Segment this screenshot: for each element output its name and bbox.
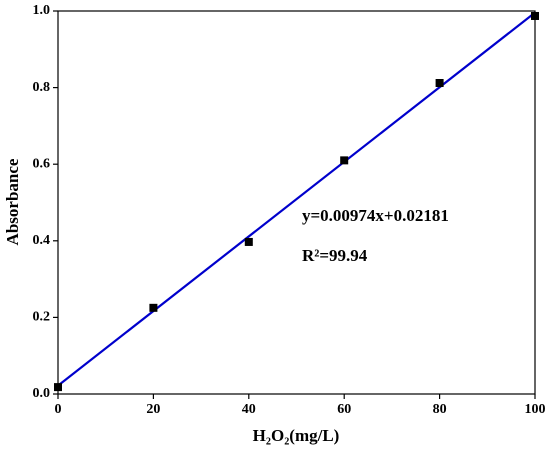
data-point — [340, 156, 349, 165]
x-tick-label: 80 — [433, 402, 447, 417]
y-tick-label: 0.0 — [33, 386, 51, 401]
y-tick-label: 0.2 — [33, 310, 51, 325]
data-point — [435, 79, 444, 88]
plot-frame — [57, 10, 536, 395]
x-tick-label: 20 — [146, 402, 160, 417]
x-tick-label: 40 — [242, 402, 256, 417]
x-tick-label: 60 — [337, 402, 351, 417]
x-axis-label: H₂O₂(mg/L) — [253, 426, 340, 445]
x-tick-label: 100 — [525, 402, 546, 417]
data-point — [531, 11, 539, 20]
r-squared: R²=99.94 — [302, 246, 368, 265]
data-point — [149, 303, 158, 312]
y-tick-label: 0.6 — [33, 156, 51, 171]
equation: y=0.00974x+0.02181 — [302, 206, 449, 225]
data-point — [54, 383, 62, 392]
fit-line — [57, 11, 536, 387]
data-point — [244, 237, 253, 246]
y-tick-label: 0.8 — [33, 80, 51, 95]
y-tick-label: 0.4 — [33, 233, 51, 248]
y-axis-label: Absorbance — [3, 158, 22, 245]
y-tick-label: 1.0 — [33, 3, 51, 18]
x-tick-label: 0 — [55, 402, 62, 417]
